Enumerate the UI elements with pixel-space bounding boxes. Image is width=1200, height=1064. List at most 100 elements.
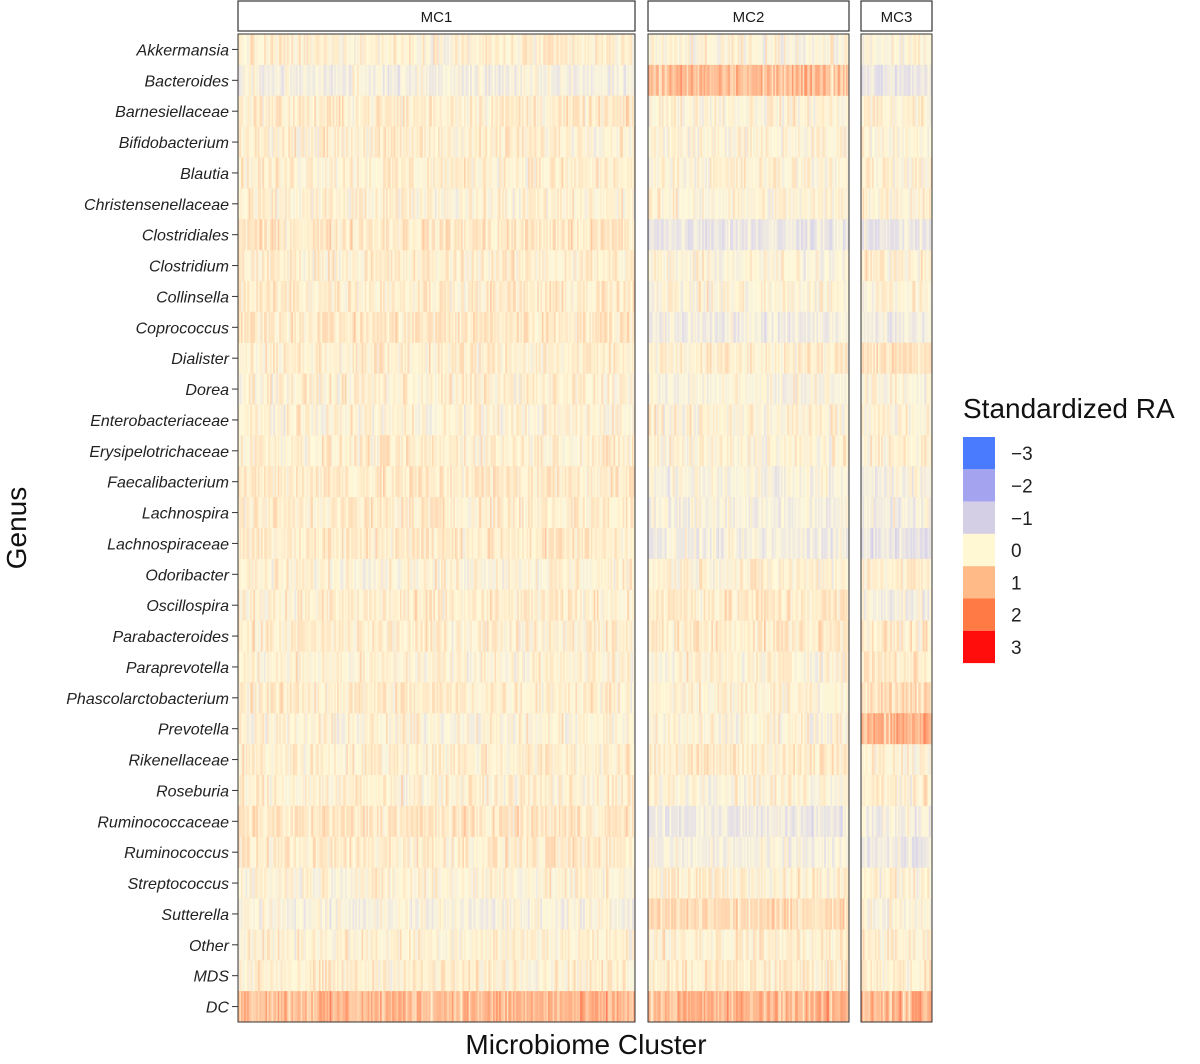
heatmap-cell [581,157,584,189]
heatmap-cell [273,95,275,127]
heatmap-cell [354,558,356,591]
heatmap-cell [425,528,428,560]
heatmap-cell [294,373,297,405]
heatmap-cell [572,34,575,66]
heatmap-cell [318,157,321,189]
heatmap-cell [596,558,599,591]
heatmap-cell [297,589,300,621]
heatmap-cell [622,34,625,66]
heatmap-cell [470,497,472,529]
heatmap-cell [584,126,587,158]
heatmap-cell [314,558,317,591]
heatmap-cell [328,373,330,405]
heatmap-cell [402,188,405,220]
heatmap-cell [541,589,544,621]
heatmap-cell [587,219,590,251]
heatmap-cell [489,281,492,313]
heatmap-cell [442,250,445,282]
heatmap-cell [540,497,543,529]
heatmap-cell [463,157,466,189]
heatmap-cell [564,558,567,591]
heatmap-cell [407,95,410,127]
heatmap-cell [245,34,248,66]
heatmap-cell [479,126,482,158]
heatmap-cell [404,34,407,66]
heatmap-cell [341,497,344,529]
heatmap-cell [257,342,260,374]
heatmap-cell [607,528,610,560]
heatmap-cell [381,281,384,313]
heatmap-cell [522,404,524,436]
heatmap-cell [373,64,376,97]
heatmap-cell [393,126,396,158]
heatmap-cell [454,311,457,344]
heatmap-cell [320,95,323,127]
heatmap-cell [395,311,398,344]
heatmap-cell [308,281,311,313]
heatmap-cell [563,373,566,405]
heatmap-cell [592,64,595,97]
heatmap-cell [552,95,555,127]
heatmap-cell [335,342,338,374]
heatmap-cell [543,188,546,220]
heatmap-cell [517,435,520,467]
heatmap-cell [329,373,332,405]
heatmap-cell [363,589,366,621]
heatmap-cell [267,497,269,529]
heatmap-cell [454,528,457,560]
heatmap-cell [378,558,381,591]
heatmap-cell [554,558,556,591]
heatmap-cell [628,157,631,189]
heatmap-cell [532,34,535,66]
heatmap-cell [289,620,292,652]
heatmap-cell [294,589,297,621]
heatmap-cell [436,95,439,127]
heatmap-cell [297,34,300,66]
heatmap-cell [303,435,306,467]
heatmap-cell [546,435,549,467]
heatmap-cell [541,34,544,66]
heatmap-cell [506,435,509,467]
heatmap-cell [489,157,492,189]
heatmap-cell [471,497,474,529]
heatmap-cell [604,34,607,66]
heatmap-cell [456,219,459,251]
heatmap-cell [274,620,277,652]
heatmap-cell [402,34,405,66]
heatmap-cell [554,250,556,282]
heatmap-cell [369,589,372,621]
heatmap-cell [320,497,323,529]
heatmap-cell [389,311,392,344]
heatmap-cell [386,64,388,97]
heatmap-cell [631,281,634,313]
heatmap-cell [631,342,634,374]
heatmap-cell [605,64,608,97]
heatmap-cell [610,528,613,560]
heatmap-cell [578,497,581,529]
heatmap-cell [508,528,511,560]
heatmap-cell [535,126,538,158]
heatmap-cell [485,219,488,251]
heatmap-cell [488,34,491,66]
heatmap-cell [580,558,582,591]
heatmap-cell [282,558,285,591]
heatmap-cell [549,497,552,529]
heatmap-cell [277,311,280,344]
heatmap-cell [350,435,353,467]
heatmap-cell [250,126,253,158]
heatmap-cell [273,219,275,251]
heatmap-cell [590,342,593,374]
heatmap-cell [386,497,388,529]
heatmap-cell [401,126,404,158]
heatmap-cell [476,126,479,158]
heatmap-cell [425,250,428,282]
heatmap-cell [254,528,257,560]
heatmap-cell [593,157,596,189]
heatmap-cell [552,311,555,344]
heatmap-cell [357,34,359,66]
heatmap-cell [499,281,501,313]
heatmap-cell [343,589,346,621]
heatmap-cell [294,95,297,127]
heatmap-cell [489,466,492,498]
heatmap-cell [480,466,483,498]
